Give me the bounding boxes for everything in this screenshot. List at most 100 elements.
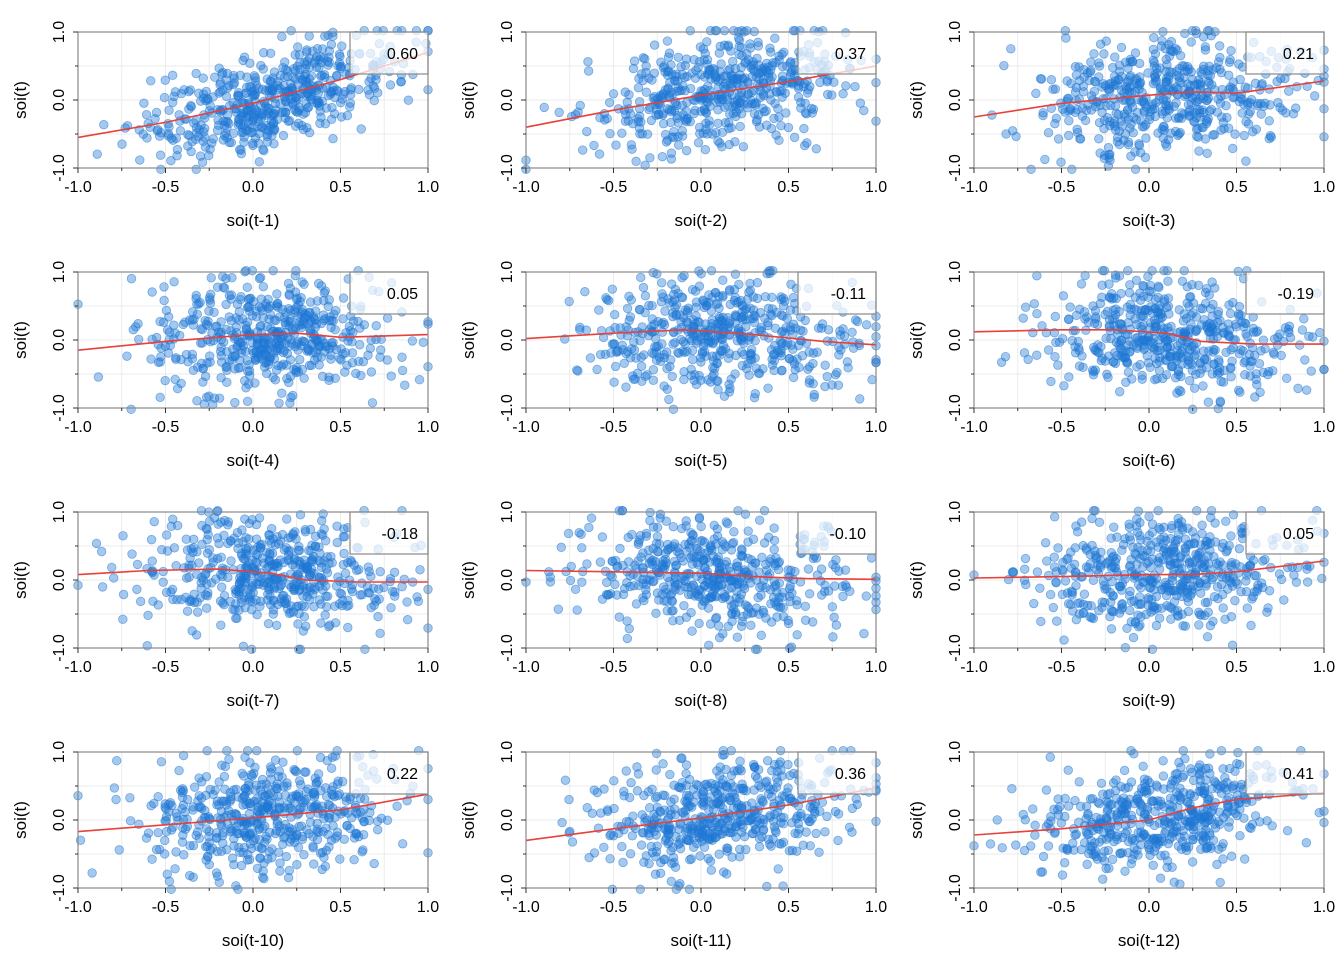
scatter-point	[1094, 605, 1104, 616]
scatter-point	[1080, 270, 1090, 281]
scatter-point	[93, 372, 104, 382]
scatter-point	[709, 534, 719, 544]
scatter-point	[375, 566, 385, 577]
scatter-point	[1213, 306, 1224, 317]
x-tick-label: 0.5	[329, 179, 351, 196]
scatter-point	[1234, 348, 1245, 359]
scatter-point	[1099, 49, 1109, 59]
scatter-point	[712, 358, 722, 369]
scatter-point	[1224, 300, 1234, 310]
x-tick-label: -0.5	[152, 179, 180, 196]
scatter-point	[373, 611, 383, 622]
scatter-point	[687, 68, 697, 78]
scatter-point	[646, 115, 657, 126]
scatter-point	[1192, 324, 1202, 335]
scatter-point	[1161, 302, 1172, 313]
scatter-point	[159, 92, 170, 103]
scatter-point	[235, 338, 245, 348]
scatter-point	[617, 505, 627, 516]
scatter-point	[1117, 599, 1127, 610]
scatter-point	[622, 303, 633, 314]
scatter-point	[1097, 280, 1107, 290]
scatter-point	[1116, 288, 1126, 299]
scatter-point	[724, 139, 734, 150]
scatter-point	[605, 129, 615, 139]
scatter-point	[694, 281, 705, 291]
scatter-point	[728, 109, 738, 119]
lag-panel: 0.21 -1.0 -0.5 0.0 0.5 1.0 -1.0 0.0 1.0 soi(t-3) s…	[896, 0, 1344, 240]
scatter-point	[1186, 37, 1196, 47]
scatter-point	[717, 544, 727, 555]
scatter-point	[770, 33, 780, 43]
scatter-point	[1044, 570, 1054, 581]
scatter-point	[628, 63, 639, 74]
scatter-point	[666, 60, 676, 70]
scatter-point	[691, 543, 701, 554]
scatter-point	[1101, 333, 1111, 343]
scatter-point	[279, 346, 289, 356]
scatter-point	[1227, 640, 1238, 650]
scatter-point	[280, 338, 291, 349]
scatter-point	[316, 529, 327, 539]
scatter-point	[746, 62, 756, 73]
scatter-point	[91, 538, 102, 549]
scatter-point	[1043, 127, 1054, 138]
scatter-point	[1295, 340, 1305, 350]
scatter-point	[228, 70, 239, 81]
scatter-point	[698, 595, 708, 606]
scatter-point	[646, 557, 657, 567]
scatter-point	[244, 366, 255, 376]
scatter-point	[737, 300, 747, 311]
scatter-point	[269, 139, 279, 149]
scatter-point	[640, 54, 650, 64]
scatter-point	[1205, 304, 1216, 314]
scatter-point	[1234, 309, 1244, 319]
scatter-point	[290, 105, 300, 115]
scatter-point	[761, 120, 772, 130]
scatter-point	[371, 74, 381, 85]
scatter-point	[625, 570, 635, 581]
scatter-point	[723, 41, 733, 52]
scatter-point	[1291, 103, 1301, 113]
scatter-point	[1063, 314, 1074, 325]
scatter-point	[1240, 82, 1250, 92]
scatter-point	[764, 333, 774, 343]
scatter-point	[327, 558, 337, 568]
scatter-point	[169, 91, 179, 102]
scatter-point	[179, 563, 189, 573]
scatter-point	[315, 106, 325, 116]
scatter-point	[191, 115, 201, 126]
scatter-point	[197, 157, 208, 167]
scatter-point	[626, 344, 637, 354]
scatter-point	[118, 614, 128, 625]
lag-panel: 0.05 -1.0 -0.5 0.0 0.5 1.0 -1.0 0.0 1.0 soi(t-4) s…	[0, 240, 448, 480]
scatter-point	[663, 539, 673, 550]
scatter-point	[1266, 132, 1276, 142]
scatter-point	[1188, 527, 1198, 537]
scatter-point	[649, 40, 660, 50]
scatter-point	[317, 371, 328, 382]
scatter-point	[798, 326, 808, 336]
scatter-point	[716, 59, 726, 69]
x-tick-label: 1.0	[417, 659, 439, 676]
scatter-point	[1059, 381, 1069, 391]
scatter-point	[1174, 305, 1184, 315]
scatter-point	[1284, 86, 1294, 96]
scatter-point	[673, 52, 684, 62]
scatter-point	[829, 612, 839, 623]
y-tick-label: 1.0	[499, 261, 516, 283]
scatter-point	[718, 629, 728, 639]
scatter-point	[272, 335, 283, 345]
scatter-point	[263, 619, 274, 629]
scatter-points	[73, 265, 433, 415]
scatter-point	[689, 55, 699, 65]
scatter-point	[1154, 282, 1164, 293]
scatter-point	[1094, 72, 1104, 82]
scatter-point	[267, 130, 277, 141]
scatter-point	[1072, 527, 1083, 537]
y-axis-title: soi(t)	[907, 321, 926, 359]
scatter-point	[196, 505, 207, 516]
scatter-point	[1200, 134, 1211, 144]
scatter-point	[158, 577, 168, 587]
x-tick-label: 1.0	[417, 419, 439, 436]
